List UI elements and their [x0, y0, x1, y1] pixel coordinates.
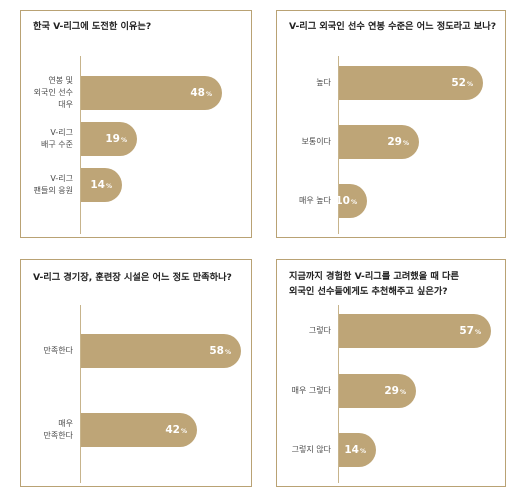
- chart-title-line: 지금까지 경험한 V-리그를 고려했을 때 다른: [289, 271, 459, 282]
- bar-value-unit: %: [105, 183, 112, 190]
- chart-bar: 58%: [81, 334, 241, 368]
- chart-title-line: V-리그 경기장, 훈련장 시설은 어느 정도 만족하나?: [33, 272, 232, 283]
- category-label-line: 매우 그렇다: [291, 386, 331, 395]
- category-label-line: 매우: [58, 419, 73, 428]
- bar-value-number: 14: [90, 179, 105, 191]
- chart-axis-line: [338, 56, 339, 234]
- chart-title-line: 한국 V-리그에 도전한 이유는?: [33, 21, 152, 32]
- category-label-line: 그렇지 않다: [291, 445, 331, 454]
- category-label-line: V-리그: [50, 128, 73, 137]
- chart-panel-salary: V-리그 외국인 선수 연봉 수준은 어느 정도라고 보나? 52% 높다 29% 보…: [276, 10, 506, 238]
- chart-axis-line: [80, 56, 81, 234]
- category-label: 높다: [316, 77, 331, 89]
- bar-value-number: 29: [384, 385, 399, 397]
- category-label-line: 높다: [316, 78, 331, 87]
- category-label-line: 연봉 및: [48, 76, 73, 85]
- bar-value-label: 58%: [209, 334, 231, 368]
- category-label: 보통이다: [302, 136, 331, 148]
- category-label-line: 대우: [58, 100, 73, 109]
- bar-value-label: 19%: [105, 122, 127, 156]
- bar-value-number: 48: [190, 87, 205, 99]
- bar-value-unit: %: [399, 389, 406, 396]
- category-label: 그렇지 않다: [292, 444, 331, 456]
- category-label-line: 만족한다: [43, 346, 73, 355]
- chart-axis-line: [338, 305, 339, 483]
- chart-bar: 29%: [339, 374, 416, 408]
- bar-value-unit: %: [350, 199, 357, 206]
- bar-value-number: 52: [451, 77, 466, 89]
- bar-value-number: 57: [459, 325, 474, 337]
- category-label-line: 보통이다: [301, 137, 331, 146]
- category-label-line: 팬들의 응원: [33, 186, 73, 195]
- bar-value-label: 14%: [344, 433, 366, 467]
- chart-title: V-리그 경기장, 훈련장 시설은 어느 정도 만족하나?: [33, 270, 232, 285]
- chart-title-line: 외국인 선수들에게도 추천해주고 싶은가?: [289, 286, 448, 297]
- bar-value-number: 58: [209, 345, 224, 357]
- bar-value-label: 14%: [90, 168, 112, 202]
- bar-value-label: 29%: [384, 374, 406, 408]
- category-label-line: 그렇다: [308, 326, 331, 335]
- bar-value-label: 29%: [387, 125, 409, 159]
- bar-value-number: 14: [344, 444, 359, 456]
- bar-value-number: 42: [165, 424, 180, 436]
- chart-bar: 14%: [339, 433, 376, 467]
- bar-value-unit: %: [402, 140, 409, 147]
- category-label: 그렇다: [309, 325, 331, 337]
- bar-value-label: 57%: [459, 314, 481, 348]
- chart-title: V-리그 외국인 선수 연봉 수준은 어느 정도라고 보나?: [289, 19, 496, 34]
- chart-title: 한국 V-리그에 도전한 이유는?: [33, 19, 151, 34]
- bar-value-label: 10%: [335, 184, 357, 218]
- category-label: 만족한다: [44, 345, 73, 357]
- bar-value-label: 52%: [451, 66, 473, 100]
- category-label-line: 만족한다: [43, 431, 73, 440]
- category-label-line: V-리그: [50, 174, 73, 183]
- bar-value-unit: %: [474, 329, 481, 336]
- bar-value-unit: %: [224, 349, 231, 356]
- bar-value-unit: %: [466, 81, 473, 88]
- category-label: 매우 그렇다: [292, 385, 331, 397]
- chart-bar: 10%: [335, 184, 367, 218]
- bar-value-number: 19: [105, 133, 120, 145]
- bar-value-label: 48%: [190, 76, 212, 110]
- bar-value-label: 42%: [165, 413, 187, 447]
- bar-value-unit: %: [359, 448, 366, 455]
- chart-panel-facility: V-리그 경기장, 훈련장 시설은 어느 정도 만족하나? 58% 만족한다 42%…: [20, 259, 252, 487]
- bar-value-unit: %: [205, 91, 212, 98]
- chart-title-line: V-리그 외국인 선수 연봉 수준은 어느 정도라고 보나?: [289, 21, 497, 32]
- chart-bar: 14%: [81, 168, 122, 202]
- category-label-line: 매우 높다: [299, 196, 331, 205]
- category-label-line: 배구 수준: [41, 140, 73, 149]
- bar-value-unit: %: [180, 428, 187, 435]
- chart-bar: 42%: [81, 413, 197, 447]
- chart-bar: 57%: [339, 314, 491, 348]
- bar-value-unit: %: [120, 137, 127, 144]
- chart-bar: 48%: [81, 76, 222, 110]
- chart-bar: 52%: [339, 66, 483, 100]
- chart-bar: 29%: [339, 125, 419, 159]
- bar-value-number: 29: [387, 136, 402, 148]
- chart-bar: 19%: [81, 122, 137, 156]
- bar-value-number: 10: [335, 195, 350, 207]
- chart-axis-line: [80, 305, 81, 483]
- category-label-line: 외국인 선수: [33, 88, 73, 97]
- category-label: 매우 높다: [299, 195, 331, 207]
